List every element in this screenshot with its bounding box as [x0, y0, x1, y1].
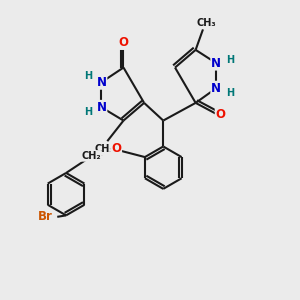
Text: O: O [118, 36, 128, 49]
Text: H: H [84, 107, 92, 117]
Text: Br: Br [38, 210, 52, 223]
Text: CH₃: CH₃ [94, 144, 114, 154]
Text: H: H [226, 55, 234, 65]
Text: N: N [211, 82, 221, 95]
Text: H: H [226, 88, 234, 98]
Text: N: N [96, 76, 106, 89]
Text: CH₂: CH₂ [81, 151, 101, 161]
Text: N: N [211, 57, 221, 70]
Text: CH₃: CH₃ [196, 18, 216, 28]
Text: H: H [84, 71, 92, 81]
Text: O: O [216, 108, 226, 121]
Text: O: O [111, 142, 121, 155]
Text: N: N [96, 101, 106, 114]
